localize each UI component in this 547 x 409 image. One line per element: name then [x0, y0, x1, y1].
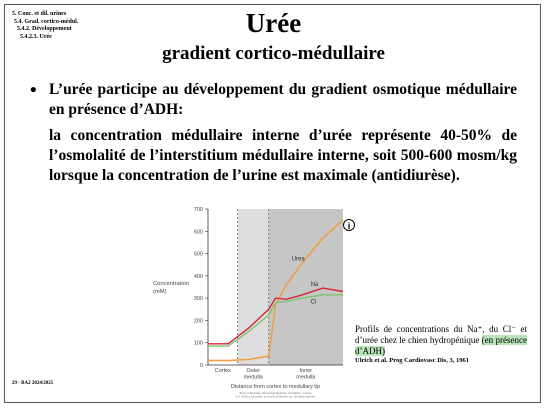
figure-reference: Ulrich et al. Prog Cardiovasc Dis, 3, 19…	[355, 357, 469, 364]
y-tick-label: 300	[194, 296, 203, 302]
series-label-na: Na	[311, 282, 319, 288]
series-line-urea	[208, 219, 344, 362]
series-line-cl	[208, 294, 343, 347]
breadcrumb-level-2: 5.4. Grad. cortico-médul.	[14, 18, 79, 25]
region-band	[268, 209, 343, 365]
region-label: Outer	[246, 368, 260, 374]
y-tick-label: 700	[194, 207, 203, 213]
chart-copyright: ht © 2009 by Saunders, an imprint of Els…	[236, 395, 316, 399]
figure-caption: Profils de concentrations du Na⁺, du Cl⁻…	[355, 324, 527, 357]
region-band	[208, 209, 238, 365]
y-tick-label: 400	[194, 274, 203, 280]
region-label: Cortex	[215, 368, 231, 374]
region-label: medulla	[244, 375, 264, 381]
info-icon[interactable]: i	[343, 219, 355, 231]
bullet-paragraph-1: L’urée participe au développement du gra…	[49, 81, 517, 118]
y-axis-label: Concentration	[153, 281, 189, 287]
y-tick-label: 600	[194, 229, 203, 235]
y-tick-label: 100	[194, 341, 203, 347]
series-label-urea: Urea	[292, 256, 306, 262]
bullet-icon: •	[30, 80, 37, 101]
slide-frame	[4, 4, 541, 403]
y-tick-label: 500	[194, 252, 203, 258]
series-line-na	[208, 287, 344, 345]
y-tick-label: 200	[194, 318, 203, 324]
series-label-cl: Cl	[311, 300, 317, 306]
breadcrumb: 5. Conc. et dil. urines 5.4. Grad. corti…	[12, 11, 78, 41]
concentration-chart: 0 100 200 300 400 500 600 700 Concentration (mM) C…	[153, 207, 344, 399]
caption-text: Profils de concentrations du Na⁺, du Cl⁻…	[355, 324, 527, 345]
slide-footer: 29 - BA2 2024/2025	[12, 381, 54, 386]
breadcrumb-level-4: 5.4.2.3. Urée	[20, 33, 52, 40]
breadcrumb-level-3: 5.4.2. Développement	[17, 26, 72, 33]
slide-subtitle: gradient cortico-médullaire	[162, 43, 385, 64]
region-label: medulla	[296, 375, 316, 381]
breadcrumb-level-1: 5. Conc. et dil. urines	[12, 11, 67, 17]
y-axis-unit: (mM)	[153, 289, 167, 295]
slide-title: Urée	[245, 8, 302, 38]
x-axis-label: Distance from cortex to medullary tip	[231, 384, 320, 390]
chart-copyright: Boron & Boulpaep: Physiologie Médicale, …	[240, 391, 312, 395]
region-label: Inner	[300, 368, 313, 374]
y-tick-label: 0	[200, 363, 203, 369]
region-band	[237, 209, 269, 365]
bullet-paragraph-2: la concentration médullaire interne d’ur…	[49, 127, 517, 184]
